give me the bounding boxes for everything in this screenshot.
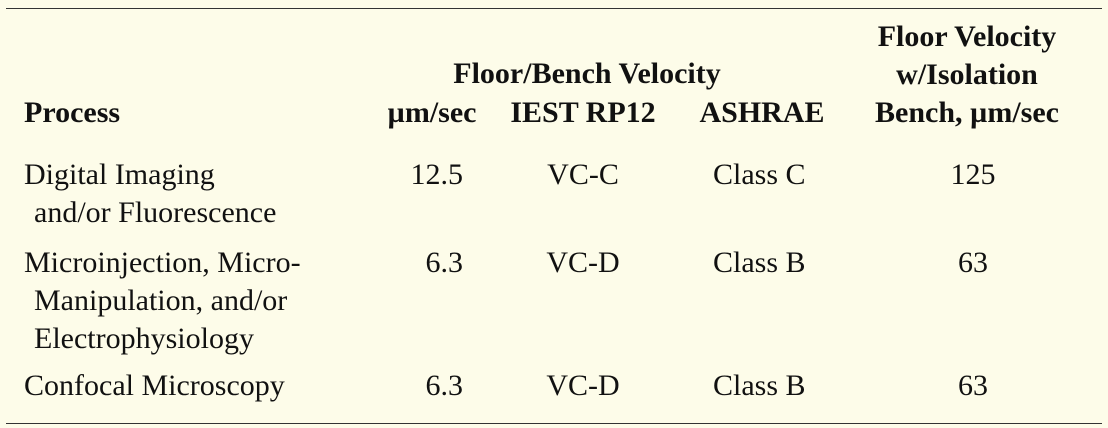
ashrae-cell: Class B	[713, 369, 806, 402]
isolation-cell: 125	[950, 158, 996, 191]
process-cell: Digital Imaging	[24, 158, 215, 191]
isolation-cell: 63	[958, 246, 988, 279]
column-header: Process	[24, 96, 121, 129]
process-cell: and/or Fluorescence	[34, 196, 277, 229]
iest-cell: VC-D	[546, 369, 620, 402]
process-cell: Microinjection, Micro-	[24, 246, 301, 279]
column-header: µm/sec	[387, 96, 477, 129]
ashrae-cell: Class B	[713, 246, 806, 279]
column-header: Floor Velocity	[877, 20, 1057, 53]
ashrae-cell: Class C	[713, 158, 806, 191]
group-header: Floor/Bench Velocity	[453, 57, 721, 90]
velocity-cell: 12.5	[410, 158, 464, 191]
column-header: w/Isolation	[896, 58, 1038, 91]
iest-cell: VC-C	[547, 158, 619, 191]
column-header: IEST RP12	[510, 96, 656, 129]
velocity-cell: 6.3	[425, 369, 464, 402]
process-cell: Electrophysiology	[34, 322, 254, 355]
iest-cell: VC-D	[546, 246, 620, 279]
bottom-rule	[6, 423, 1102, 424]
column-header: ASHRAE	[699, 96, 825, 129]
top-rule	[6, 8, 1102, 9]
process-cell: Manipulation, and/or	[34, 284, 288, 317]
process-cell: Confocal Microscopy	[24, 369, 285, 402]
velocity-cell: 6.3	[425, 246, 464, 279]
isolation-cell: 63	[958, 369, 988, 402]
column-header: Bench, µm/sec	[875, 96, 1059, 129]
